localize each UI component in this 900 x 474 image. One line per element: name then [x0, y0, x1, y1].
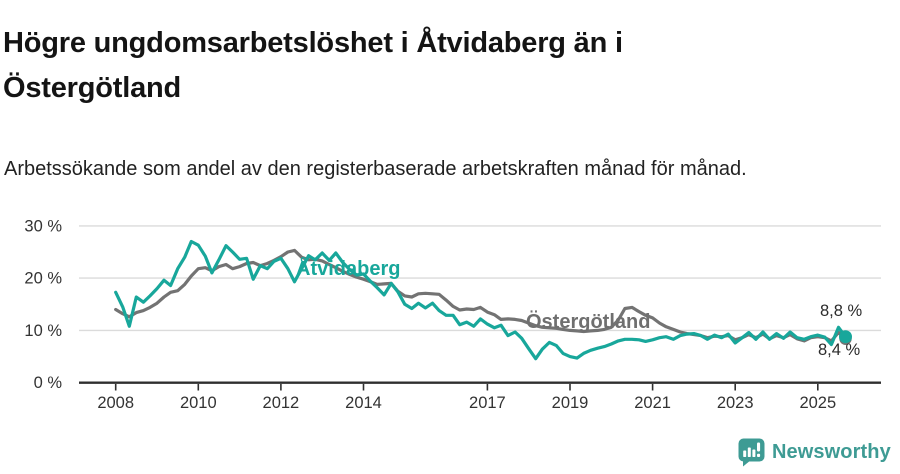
x-tick-label: 2010	[180, 394, 217, 412]
x-tick-label: 2021	[634, 394, 671, 412]
y-tick-label: 10 %	[24, 322, 62, 340]
x-tick-label: 2023	[717, 394, 754, 412]
x-tick-label: 2017	[469, 394, 506, 412]
x-tick-label: 2014	[345, 394, 382, 412]
atvidaberg-line	[114, 239, 848, 361]
y-tick-label: 30 %	[24, 217, 62, 235]
y-tick-label: 0 %	[34, 374, 63, 392]
atvidaberg-end-dot	[839, 330, 852, 344]
newsworthy-logo-icon	[738, 438, 765, 467]
end-value-atvidaberg: 8,8 %	[820, 302, 863, 320]
chart-subtitle: Arbetssökande som andel av den registerb…	[4, 158, 747, 180]
chart-title: Högre ungdomsarbetslöshet i Åtvidaberg ä…	[3, 27, 623, 105]
x-tick-label: 2008	[97, 394, 134, 412]
x-tick-label: 2025	[799, 394, 836, 412]
ostergotland-line	[114, 248, 848, 343]
series-label-atvidaberg: Åtvidaberg	[296, 258, 401, 280]
end-value-ostergotland: 8,4 %	[818, 341, 861, 359]
newsworthy-logo[interactable]: Newsworthy	[738, 438, 891, 467]
series-label-ostergotland: Östergötland	[526, 311, 651, 333]
y-tick-label: 20 %	[24, 270, 62, 288]
newsworthy-logo-text: Newsworthy	[772, 441, 891, 463]
x-tick-label: 2012	[263, 394, 300, 412]
x-tick-label: 2019	[552, 394, 589, 412]
